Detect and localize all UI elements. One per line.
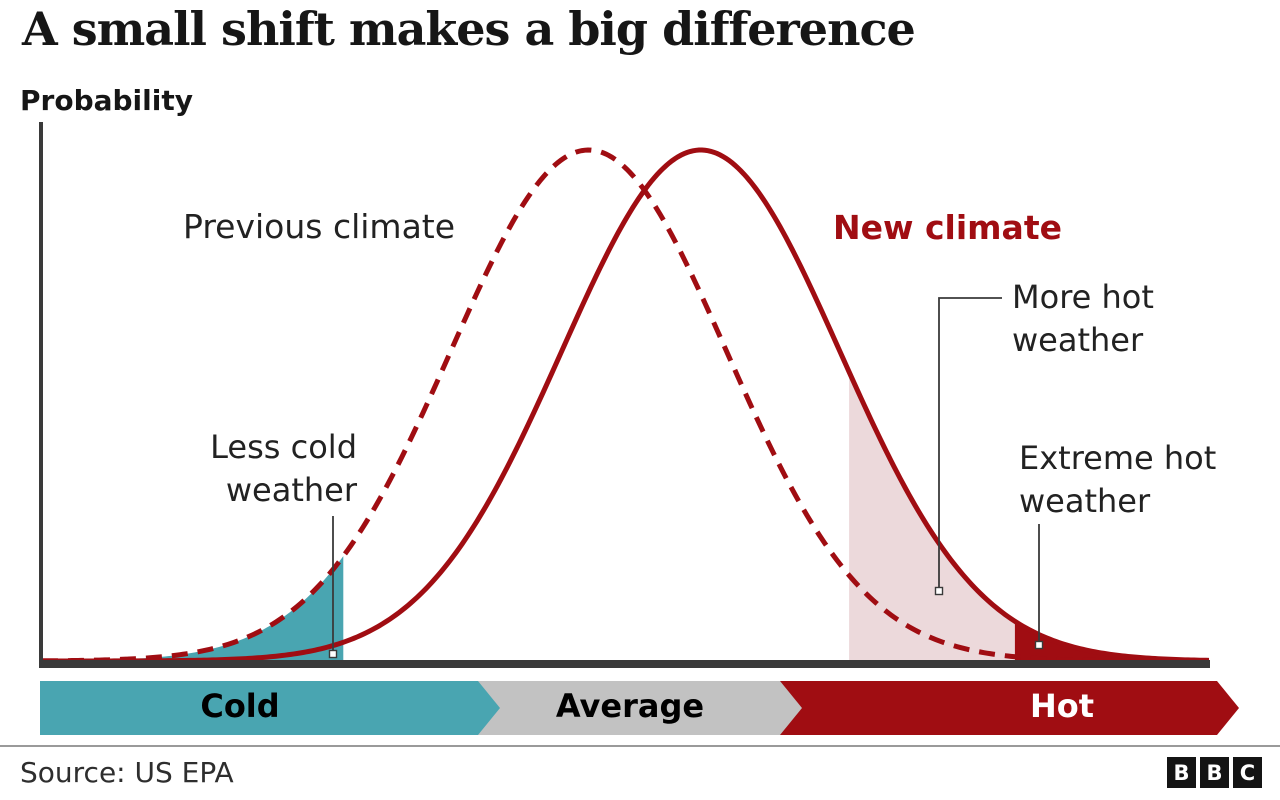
bbc-logo: B B C <box>1167 757 1262 788</box>
y-axis-label: Probability <box>20 84 193 117</box>
curve-new-climate <box>42 147 1210 664</box>
axis-segment-label-hot: Hot <box>1029 687 1095 725</box>
less-cold-weather-marker <box>328 649 338 659</box>
new-climate-label: New climate <box>833 208 1062 247</box>
chart-title: A small shift makes a big difference <box>22 2 916 56</box>
axis-arrow-segment-average <box>478 681 802 735</box>
axis-arrow-segment-hot <box>780 681 1239 735</box>
more-hot-weather-annotation: More hot weather <box>1012 278 1154 359</box>
previous-climate-label: Previous climate <box>183 207 456 246</box>
distribution-plot <box>39 122 1239 735</box>
bbc-logo-block-1: B <box>1167 757 1196 788</box>
y-axis-line <box>39 122 43 668</box>
x-axis-line <box>39 660 1210 668</box>
axis-arrow-segment-cold <box>40 681 500 735</box>
more-hot-weather-connector-line <box>938 297 1002 588</box>
region-more-hot-weather <box>849 371 1015 666</box>
extreme-hot-weather-marker <box>1034 640 1044 650</box>
source-credit: Source: US EPA <box>20 756 234 789</box>
axis-segment-label-average: Average <box>555 687 705 725</box>
curve-previous-climate <box>41 147 1209 664</box>
region-less-cold-weather <box>42 556 344 666</box>
region-extreme-hot-weather <box>1014 621 1210 666</box>
footer-divider <box>0 745 1280 747</box>
less-cold-weather-annotation: Less cold weather <box>210 428 357 509</box>
more-hot-weather-marker <box>934 586 944 596</box>
bbc-logo-block-2: B <box>1200 757 1229 788</box>
extreme-hot-weather-annotation: Extreme hot weather <box>1019 439 1217 520</box>
axis-segment-label-cold: Cold <box>200 687 280 725</box>
bbc-logo-block-3: C <box>1233 757 1262 788</box>
